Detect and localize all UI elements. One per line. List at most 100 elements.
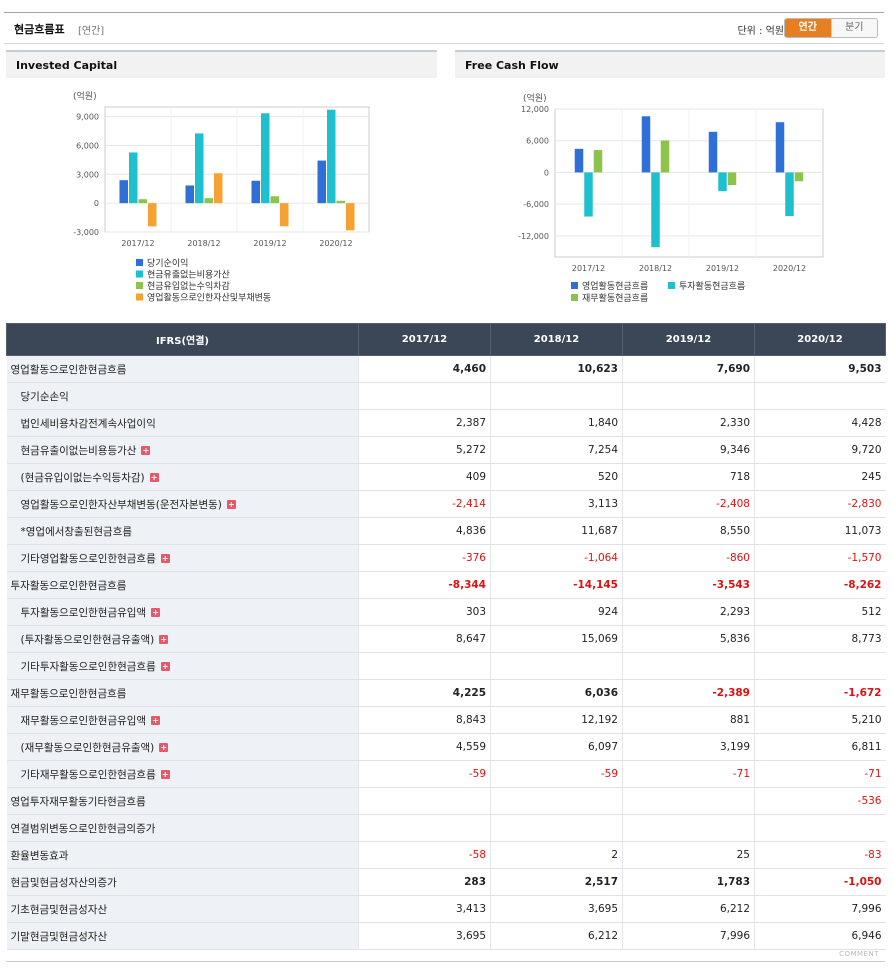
table-row: (현금유입이없는수익등차감) +409 520 718 245 xyxy=(6,463,886,491)
table-row: 기타투자활동으로인한현금흐름 + xyxy=(6,652,886,680)
row-label-cell: (투자활동으로인한현금유출액) + xyxy=(6,625,359,653)
value-cell xyxy=(622,652,755,680)
value-cell: 2,517 xyxy=(490,868,623,896)
value-cell: -58 xyxy=(358,841,491,869)
value-cell: 6,946 xyxy=(754,922,886,950)
expand-plus-icon[interactable]: + xyxy=(151,716,161,725)
bar-3-3 xyxy=(346,203,355,231)
expand-plus-icon[interactable]: + xyxy=(159,743,169,752)
value-cell xyxy=(754,814,886,842)
legend-label: 투자활동현금흐름 xyxy=(679,280,745,292)
table-row: 연결범위변동으로인한현금의증가 xyxy=(6,814,886,842)
row-label: (현금유입이없는수익등차감) xyxy=(20,471,145,484)
table-row: 재무활동으로인한현금유입액 +8,843 12,192 881 5,210 xyxy=(6,706,886,734)
table-row: 기말현금및현금성자산 3,695 6,212 7,996 6,946 xyxy=(6,922,886,950)
page-header: 현금흐름표 [연간] 단위 : 억원 연간 분기 xyxy=(4,12,884,44)
expand-plus-icon[interactable]: + xyxy=(159,635,169,644)
row-label: 기타영업활동으로인한현금흐름 xyxy=(20,552,156,565)
value-cell: 6,212 xyxy=(622,895,755,923)
table-row: 투자활동으로인한현금흐름 -8,344 -14,145 -3,543 -8,262 xyxy=(6,571,886,599)
expand-plus-icon[interactable]: + xyxy=(141,446,151,455)
row-label: 연결범위변동으로인한현금의증가 xyxy=(10,822,156,835)
value-cell xyxy=(358,814,491,842)
tab-annual[interactable]: 연간 xyxy=(785,19,831,37)
cash-flow-table: IFRS(연결) 2017/12 2018/12 2019/12 2020/12… xyxy=(6,323,886,950)
row-label-cell: 영업투자재무활동기타현금흐름 xyxy=(6,787,359,815)
row-label: 기말현금및현금성자산 xyxy=(10,930,108,943)
value-cell: 9,346 xyxy=(622,436,755,464)
value-cell xyxy=(490,787,623,815)
value-cell: 3,695 xyxy=(358,922,491,950)
legend-label: 재무활동현금흐름 xyxy=(582,292,648,304)
table-header-row: IFRS(연결) 2017/12 2018/12 2019/12 2020/12 xyxy=(6,323,886,356)
invested-capital-panel: Invested Capital (억원) 9,000 6,000 3,000 0 -3,… xyxy=(6,50,437,320)
table-row: 현금및현금성자산의증가 283 2,517 1,783 -1,050 xyxy=(6,868,886,896)
value-cell xyxy=(754,382,886,410)
value-cell: 1,840 xyxy=(490,409,623,437)
page-subtitle: [연간] xyxy=(78,26,105,37)
y-tick-label: -12,000 xyxy=(518,232,549,241)
period-toggle: 연간 분기 xyxy=(784,18,878,38)
expand-plus-icon[interactable]: + xyxy=(160,662,170,671)
row-label: 영업활동으로인한자산부채변동(운전자본변동) xyxy=(20,498,222,511)
value-cell: 9,720 xyxy=(754,436,886,464)
bar-1-2 xyxy=(718,172,727,192)
row-label: 기초현금및현금성자산 xyxy=(10,903,108,916)
row-label-cell: 당기순손익 xyxy=(6,382,359,410)
legend-swatch xyxy=(136,293,143,301)
table-row: 영업투자재무활동기타현금흐름 -536 xyxy=(6,787,886,815)
bar-0-3 xyxy=(317,160,326,204)
invested-capital-chart: (억원) 9,000 6,000 3,000 0 -3,000 2017/12 2018/12… xyxy=(73,90,370,304)
value-cell: 11,687 xyxy=(490,517,623,545)
x-tick-label: 2017/12 xyxy=(121,239,154,248)
expand-plus-icon[interactable]: + xyxy=(160,770,170,779)
bar-0-0 xyxy=(119,180,128,204)
table-row: 영업활동으로인한자산부채변동(운전자본변동) + -2,414 3,113 -2,408… xyxy=(6,490,886,518)
value-cell: 8,843 xyxy=(358,706,491,734)
value-cell: 4,836 xyxy=(358,517,491,545)
bar-2-0 xyxy=(138,199,147,204)
value-cell: -8,344 xyxy=(358,571,491,599)
row-label: 법인세비용차감전계속사업이익 xyxy=(20,417,156,430)
row-label-cell: 현금및현금성자산의증가 xyxy=(6,868,359,896)
y-tick-label: 6,000 xyxy=(526,137,549,146)
value-cell: -71 xyxy=(622,760,755,788)
value-cell: -376 xyxy=(358,544,491,572)
expand-plus-icon[interactable]: + xyxy=(149,473,159,482)
value-cell: -2,389 xyxy=(622,679,755,707)
bar-0-2 xyxy=(251,180,260,204)
value-cell: 2,387 xyxy=(358,409,491,437)
row-label-cell: 투자활동으로인한현금유입액 + xyxy=(6,598,359,626)
row-label: 재무활동으로인한현금유입액 xyxy=(20,714,147,727)
value-cell: 3,113 xyxy=(490,490,623,518)
row-label: 환율변동효과 xyxy=(10,849,69,862)
row-label-cell: 영업활동으로인한자산부채변동(운전자본변동) + xyxy=(6,490,359,518)
value-cell: 6,097 xyxy=(490,733,623,761)
value-cell: 8,550 xyxy=(622,517,755,545)
bar-0-3 xyxy=(775,122,785,173)
expand-plus-icon[interactable]: + xyxy=(226,500,236,509)
panel-header: Invested Capital xyxy=(6,50,437,78)
row-label-cell: 기초현금및현금성자산 xyxy=(6,895,359,923)
table-row: 환율변동효과 -58 2 25 -83 xyxy=(6,841,886,869)
comment-link[interactable]: COMMENT xyxy=(839,950,879,958)
y-tick-label: 3,000 xyxy=(76,170,99,179)
tab-quarter[interactable]: 분기 xyxy=(830,19,877,37)
value-cell: 11,073 xyxy=(754,517,886,545)
value-cell xyxy=(358,382,491,410)
value-cell: 512 xyxy=(754,598,886,626)
row-label-cell: 환율변동효과 xyxy=(6,841,359,869)
expand-plus-icon[interactable]: + xyxy=(160,554,170,563)
legend-swatch xyxy=(571,282,578,289)
y-tick-label: -3,000 xyxy=(73,228,99,237)
row-label-cell: 재무활동으로인한현금유입액 + xyxy=(6,706,359,734)
value-cell xyxy=(358,652,491,680)
y-unit-label: (억원) xyxy=(73,90,97,102)
row-label-cell: (현금유입이없는수익등차감) + xyxy=(6,463,359,491)
legend-swatch xyxy=(571,294,578,301)
expand-plus-icon[interactable]: + xyxy=(151,608,161,617)
bar-1-2 xyxy=(261,113,270,204)
legend-swatch xyxy=(668,282,675,289)
row-label-cell: 기타투자활동으로인한현금흐름 + xyxy=(6,652,359,680)
value-cell: -1,050 xyxy=(754,868,886,896)
